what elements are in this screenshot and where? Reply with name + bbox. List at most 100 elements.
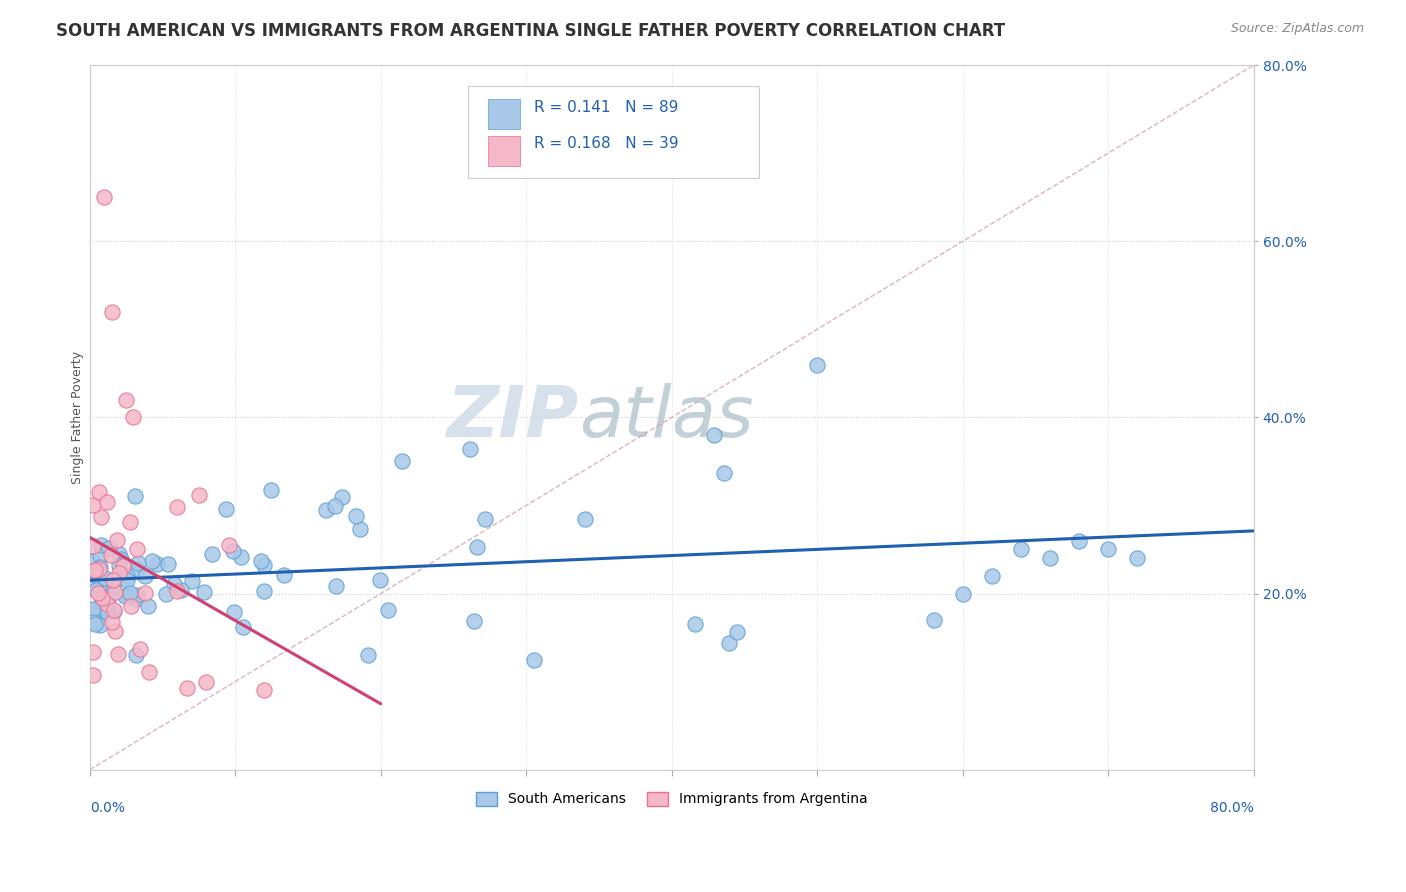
Point <box>89 560 111 574</box>
Point <box>141 554 163 568</box>
Point <box>1097 542 1119 557</box>
Point <box>115 392 138 407</box>
Point <box>260 483 283 497</box>
Point <box>82 615 104 630</box>
Point <box>94 571 117 585</box>
Text: R = 0.141   N = 89: R = 0.141 N = 89 <box>534 100 679 115</box>
Point <box>253 584 276 599</box>
Point <box>107 648 129 662</box>
Point <box>96 605 118 619</box>
Text: 0.0%: 0.0% <box>90 801 125 815</box>
Point <box>108 558 131 572</box>
Text: SOUTH AMERICAN VS IMMIGRANTS FROM ARGENTINA SINGLE FATHER POVERTY CORRELATION CH: SOUTH AMERICAN VS IMMIGRANTS FROM ARGENT… <box>56 22 1005 40</box>
Point <box>349 522 371 536</box>
Point <box>101 580 124 594</box>
Point <box>523 653 546 667</box>
Point <box>118 515 141 529</box>
Point <box>474 512 496 526</box>
Point <box>146 558 169 572</box>
Point <box>96 601 118 615</box>
Point <box>463 614 485 628</box>
Point <box>232 619 254 633</box>
Point <box>114 589 136 603</box>
Y-axis label: Single Father Poverty: Single Father Poverty <box>72 351 84 484</box>
Point <box>86 570 108 584</box>
Point <box>703 428 725 442</box>
Point <box>90 538 112 552</box>
Point <box>170 583 193 598</box>
Point <box>377 602 399 616</box>
Point <box>138 665 160 679</box>
Point <box>683 617 706 632</box>
Point <box>193 585 215 599</box>
Point <box>89 579 111 593</box>
Point <box>82 668 104 682</box>
Point <box>97 582 120 597</box>
Point <box>127 556 149 570</box>
Point <box>100 304 122 318</box>
Point <box>201 547 224 561</box>
Point <box>1010 542 1032 557</box>
Point <box>84 617 107 632</box>
Point <box>82 602 104 616</box>
Point <box>104 624 127 638</box>
Point <box>221 544 243 558</box>
Point <box>155 587 177 601</box>
Point <box>713 466 735 480</box>
Point <box>125 648 148 662</box>
Point <box>725 625 748 640</box>
Text: atlas: atlas <box>579 383 754 452</box>
Point <box>104 585 127 599</box>
Point <box>100 548 122 562</box>
Point <box>96 495 118 509</box>
Point <box>1069 533 1091 548</box>
Point <box>344 509 367 524</box>
Text: R = 0.168   N = 39: R = 0.168 N = 39 <box>534 136 679 151</box>
Point <box>215 501 238 516</box>
Point <box>718 636 741 650</box>
Point <box>103 604 125 618</box>
Point <box>90 509 112 524</box>
Point <box>391 454 413 468</box>
Point <box>1126 551 1149 566</box>
Point <box>124 489 146 503</box>
Point <box>157 557 180 571</box>
Point <box>89 617 111 632</box>
Point <box>97 541 120 556</box>
Point <box>127 588 149 602</box>
Point <box>110 552 132 566</box>
Point <box>115 573 138 587</box>
Point <box>134 585 156 599</box>
Point <box>122 410 145 425</box>
Point <box>89 549 111 563</box>
Point <box>218 538 240 552</box>
Point <box>166 500 188 514</box>
Point <box>103 602 125 616</box>
Point <box>112 559 135 574</box>
Point <box>120 586 142 600</box>
Point <box>82 565 104 579</box>
Point <box>1039 551 1062 566</box>
Point <box>253 558 276 572</box>
Point <box>315 503 337 517</box>
Point <box>107 547 129 561</box>
FancyBboxPatch shape <box>468 87 759 178</box>
Point <box>125 591 148 606</box>
Point <box>458 442 481 457</box>
Point <box>96 597 118 611</box>
Point <box>82 539 104 553</box>
Point <box>231 550 253 565</box>
Point <box>273 568 295 582</box>
Point <box>120 599 142 614</box>
Point <box>87 601 110 615</box>
Point <box>129 642 152 657</box>
Point <box>87 484 110 499</box>
Point <box>176 681 198 695</box>
Text: ZIP: ZIP <box>446 383 579 452</box>
Text: Source: ZipAtlas.com: Source: ZipAtlas.com <box>1230 22 1364 36</box>
Point <box>82 607 104 622</box>
Point <box>82 554 104 568</box>
Point <box>574 512 596 526</box>
FancyBboxPatch shape <box>488 99 520 128</box>
Point <box>97 591 120 606</box>
